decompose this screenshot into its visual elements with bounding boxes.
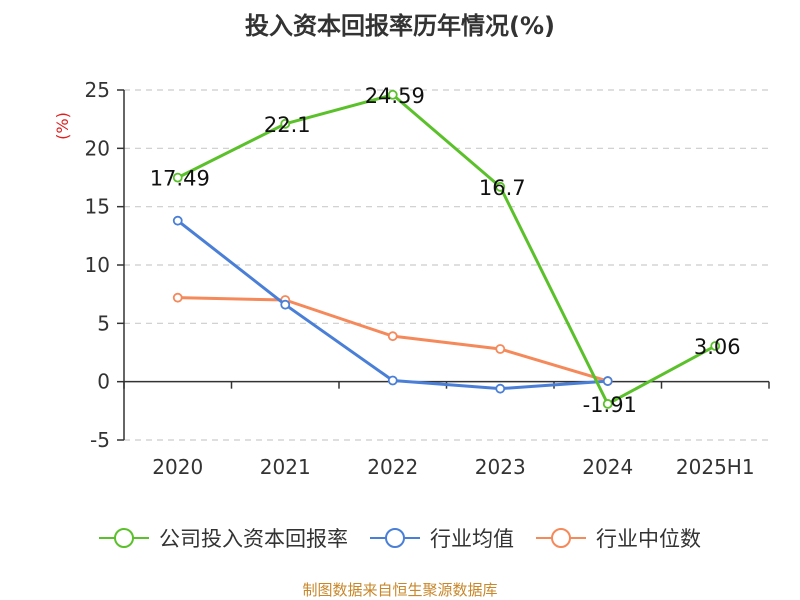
y-tick-label: 0	[97, 370, 110, 394]
legend-label: 行业中位数	[596, 527, 701, 551]
x-tick-label: 2025H1	[676, 455, 755, 479]
y-axis-unit: (%)	[53, 112, 72, 140]
y-axis-ticks: 25 20 15 10 5 0 -5	[85, 78, 124, 452]
data-point	[280, 299, 291, 310]
legend-item[interactable]: 公司投入资本回报率	[99, 527, 348, 551]
legend-item[interactable]: 行业中位数	[536, 527, 701, 551]
data-point	[387, 89, 398, 100]
data-point	[710, 341, 721, 351]
y-tick-label: 20	[85, 136, 110, 160]
y-tick-label: -5	[90, 428, 110, 452]
data-point	[495, 181, 506, 192]
data-label: 16.7	[479, 176, 526, 200]
legend-label: 行业均值	[430, 527, 514, 551]
legend: 公司投入资本回报率 行业均值 行业中位数	[99, 527, 701, 551]
data-label: 22.1	[264, 113, 311, 137]
data-source: 制图数据来自恒生聚源数据库	[302, 581, 497, 599]
x-tick-label: 2021	[260, 455, 311, 479]
legend-marker	[385, 528, 405, 548]
y-tick-label: 5	[97, 311, 110, 335]
data-point	[172, 172, 183, 183]
x-tick-label: 2020	[152, 455, 203, 479]
y-tick-label: 25	[85, 78, 110, 102]
data-labels: 17.49 22.1 24.59 16.7 -1.91 3.06	[150, 84, 741, 417]
data-point	[602, 376, 613, 386]
legend-item[interactable]: 行业均值	[370, 527, 514, 551]
chart-title: 投入资本回报率历年情况(%)	[245, 12, 555, 40]
data-label: 17.49	[150, 167, 210, 191]
data-point	[495, 344, 506, 354]
series-line	[177, 93, 716, 406]
data-point	[387, 331, 398, 342]
x-tick-label: 2022	[367, 455, 418, 479]
data-point	[280, 118, 291, 129]
legend-label: 公司投入资本回报率	[159, 527, 348, 551]
x-tick-label: 2023	[475, 455, 526, 479]
legend-marker	[114, 528, 134, 548]
grid-lines	[124, 89, 769, 441]
data-label: 24.59	[365, 84, 425, 108]
data-point	[172, 215, 183, 226]
data-label: 3.06	[694, 335, 741, 359]
x-tick-label: 2024	[582, 455, 633, 479]
data-point	[387, 375, 398, 386]
legend-marker	[551, 528, 571, 548]
data-label: -1.91	[583, 393, 637, 417]
data-point	[172, 292, 183, 303]
y-tick-label: 10	[85, 253, 110, 277]
series-line	[176, 219, 608, 391]
series-layer	[172, 89, 721, 409]
x-axis-ticks: 2020 2021 2022 2023 2024 2025H1	[123, 381, 770, 479]
data-point	[602, 399, 613, 409]
data-point	[495, 383, 506, 394]
y-tick-label: 15	[85, 195, 110, 219]
